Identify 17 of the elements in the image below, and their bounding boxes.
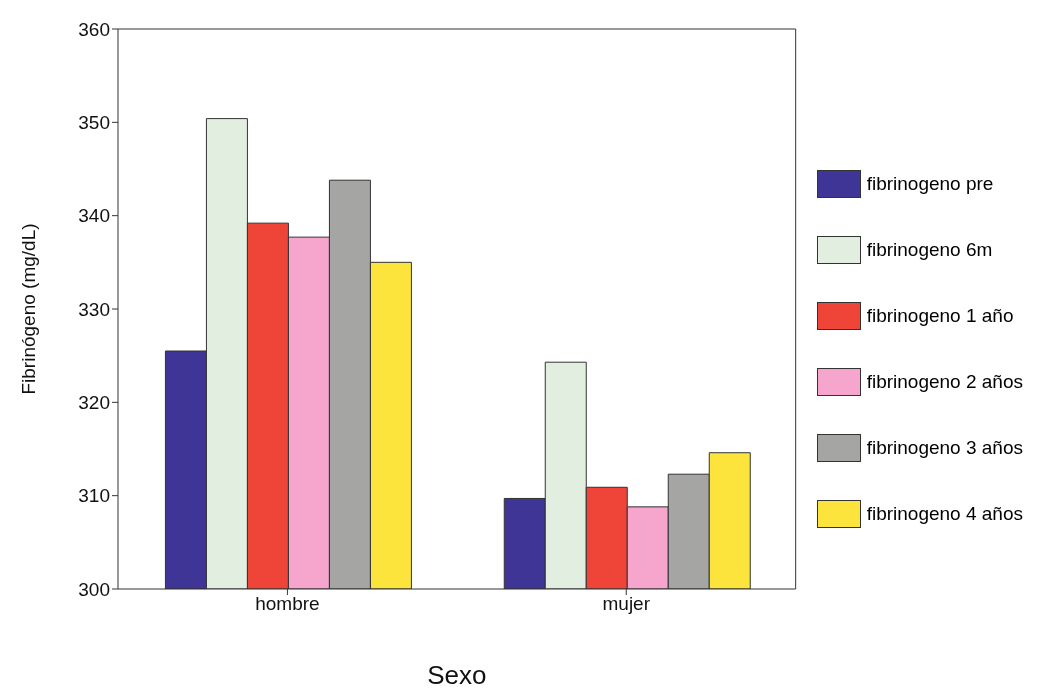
legend-label: fibrinogeno 1 año (866, 304, 1014, 327)
x-tick-label: mujer (602, 593, 651, 615)
y-tick-label: 300 (78, 578, 110, 600)
x-axis-title: Sexo (427, 660, 487, 690)
y-axis-title: Fibrinógeno (mg/dL) (17, 223, 39, 395)
y-tick-label: 350 (78, 112, 110, 134)
legend-label: fibrinogeno 4 años (866, 502, 1023, 525)
legend-label: fibrinogeno pre (866, 172, 994, 195)
y-tick-label: 330 (78, 298, 110, 320)
y-tick-label: 310 (78, 485, 110, 507)
x-tick-label: hombre (255, 593, 320, 615)
legend-label: fibrinogeno 6m (866, 238, 993, 261)
legend-label: fibrinogeno 2 años (866, 370, 1023, 393)
y-tick-label: 320 (78, 392, 110, 414)
y-tick-label: 360 (78, 18, 110, 40)
legend-label: fibrinogeno 3 años (866, 436, 1023, 459)
y-tick-label: 340 (78, 205, 110, 227)
